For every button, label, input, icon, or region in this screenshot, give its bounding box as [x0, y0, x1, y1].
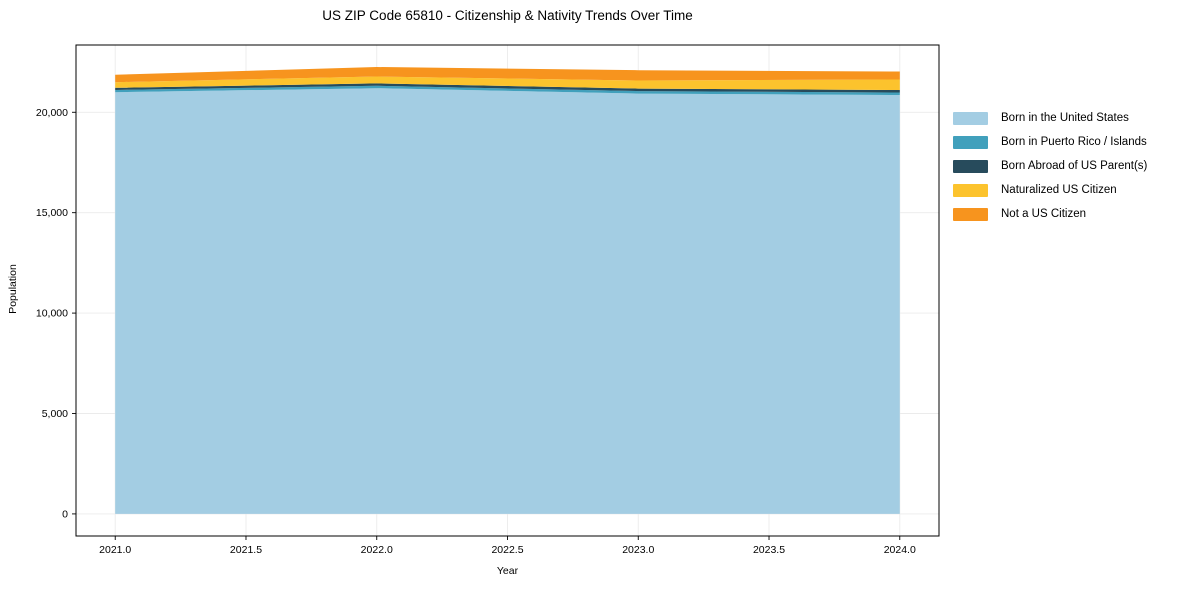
- legend-item: Not a US Citizen: [953, 202, 1147, 226]
- legend-label: Born in Puerto Rico / Islands: [1001, 136, 1147, 148]
- x-tick-label: 2023.0: [622, 544, 654, 556]
- x-tick-label: 2024.0: [884, 544, 916, 556]
- chart-title: US ZIP Code 65810 - Citizenship & Nativi…: [322, 8, 693, 23]
- y-tick-label: 20,000: [36, 107, 68, 119]
- area-series-4: [115, 67, 900, 83]
- legend-swatch-icon: [953, 207, 988, 221]
- legend-item: Born Abroad of US Parent(s): [953, 154, 1147, 178]
- legend-swatch-icon: [953, 111, 988, 125]
- x-tick-label: 2022.0: [361, 544, 393, 556]
- legend-item: Born in Puerto Rico / Islands: [953, 130, 1147, 154]
- x-axis-label: Year: [496, 565, 519, 577]
- legend-item: Naturalized US Citizen: [953, 178, 1147, 202]
- area-series-3: [115, 76, 900, 90]
- legend-swatch-icon: [953, 159, 988, 173]
- x-tick-label: 2023.5: [753, 544, 785, 556]
- y-tick-label: 5,000: [42, 408, 68, 420]
- x-tick-label: 2021.0: [99, 544, 131, 556]
- y-tick-label: 10,000: [36, 308, 68, 320]
- y-axis-label: Population: [7, 264, 19, 314]
- legend-label: Not a US Citizen: [1001, 208, 1087, 220]
- legend-label: Born in the United States: [1001, 112, 1129, 124]
- y-tick-label: 0: [62, 508, 68, 520]
- legend: Born in the United States Born in Puerto …: [953, 106, 1147, 226]
- area-series-2: [115, 83, 900, 93]
- legend-label: Born Abroad of US Parent(s): [1001, 160, 1148, 172]
- area-series-0: [115, 88, 900, 514]
- area-series-1: [115, 85, 900, 95]
- y-tick-label: 15,000: [36, 207, 68, 219]
- x-tick-label: 2022.5: [491, 544, 523, 556]
- legend-label: Naturalized US Citizen: [1001, 184, 1117, 196]
- legend-swatch-icon: [953, 135, 988, 149]
- legend-item: Born in the United States: [953, 106, 1147, 130]
- legend-swatch-icon: [953, 183, 988, 197]
- x-tick-label: 2021.5: [230, 544, 262, 556]
